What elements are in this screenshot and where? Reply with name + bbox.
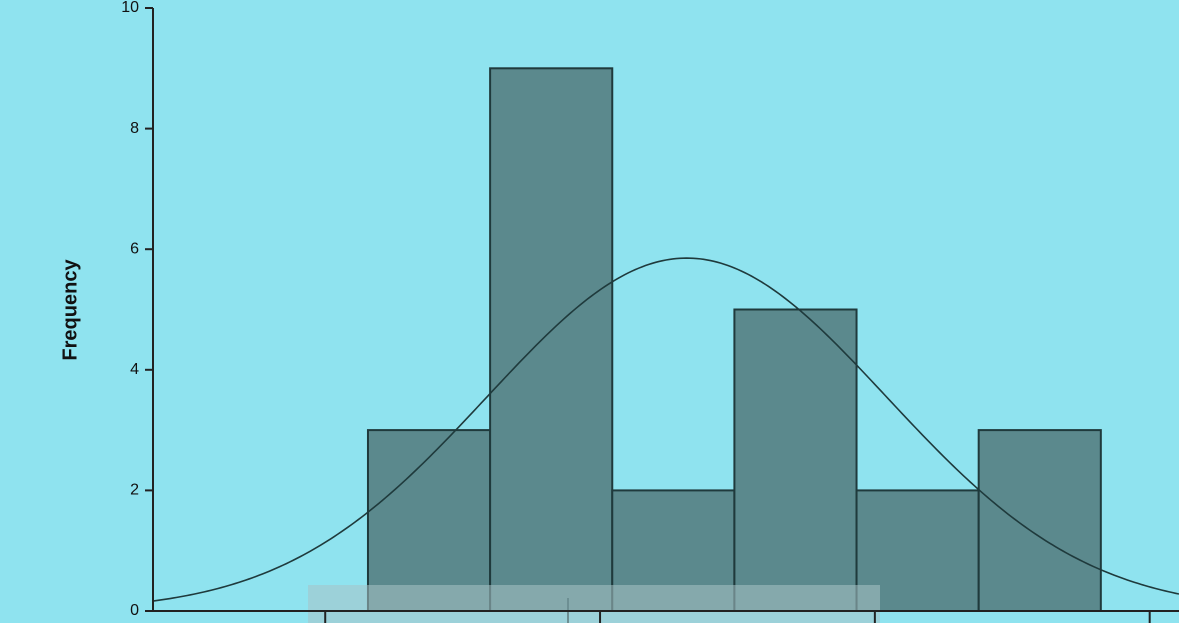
y-tick-label: 0 [130,602,139,619]
normal-curve [152,257,1179,602]
y-tick-label: 2 [130,482,139,499]
y-tick-label: 6 [130,240,139,257]
y-tick-label: 10 [121,0,139,16]
histogram-bar [977,429,1102,612]
y-axis-title: Frequency [59,259,81,361]
histogram-bar [733,308,858,612]
histogram-bar [489,67,614,613]
y-tick-label: 4 [130,361,139,378]
y-tick-label: 8 [130,120,139,137]
axes-group: 0 2 4 6 8 10 [121,0,1179,623]
overlay-strip [308,585,880,623]
